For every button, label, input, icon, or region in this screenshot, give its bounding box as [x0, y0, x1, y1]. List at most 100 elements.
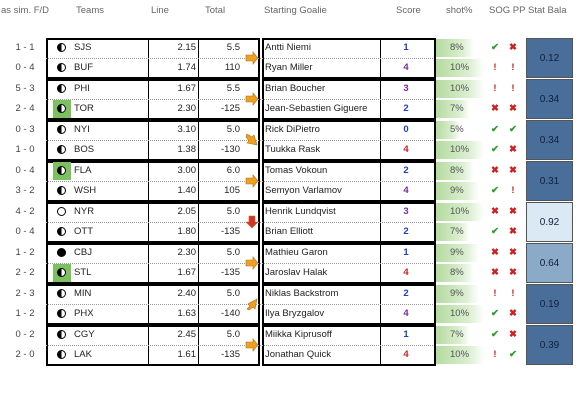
goalie-name[interactable]: Ilya Bryzgalov [265, 308, 325, 319]
moneyline[interactable]: 1.61 [177, 349, 197, 360]
goalie-name[interactable]: Niklas Backstrom [265, 288, 339, 299]
sim-record[interactable]: 2 - 4 [15, 103, 35, 114]
score-value[interactable]: 1 [403, 329, 409, 340]
total-value[interactable]: 5.5 [226, 42, 240, 53]
goalie-name[interactable]: Miikka Kiprusoff [265, 329, 332, 340]
goalie-name[interactable]: Semyon Varlamov [265, 185, 342, 196]
team-name[interactable]: OTT [74, 226, 93, 237]
score-value[interactable]: 4 [403, 185, 409, 196]
moneyline[interactable]: 1.63 [177, 308, 197, 319]
shot-percent[interactable]: 8% [450, 165, 464, 176]
goalie-name[interactable]: Jean-Sebastien Giguere [265, 103, 368, 114]
team-name[interactable]: FLA [74, 165, 92, 176]
moneyline[interactable]: 1.67 [177, 83, 197, 94]
moneyline[interactable]: 1.74 [177, 62, 197, 73]
total-value[interactable]: -135 [220, 267, 240, 278]
header-goalie[interactable]: Starting Goalie [264, 5, 327, 16]
moneyline[interactable]: 3.00 [177, 165, 197, 176]
score-value[interactable]: 2 [403, 288, 409, 299]
sim-record[interactable]: 2 - 0 [15, 349, 35, 360]
moneyline[interactable]: 2.05 [177, 206, 197, 217]
score-value[interactable]: 3 [403, 83, 409, 94]
sim-record[interactable]: 1 - 0 [15, 144, 35, 155]
goalie-name[interactable]: Rick DiPietro [265, 124, 320, 135]
stat-balance-cell[interactable]: 0.92 [526, 202, 573, 242]
score-value[interactable]: 1 [403, 247, 409, 258]
total-value[interactable]: 5.0 [226, 288, 240, 299]
stat-balance-cell[interactable]: 0.39 [526, 325, 573, 365]
team-name[interactable]: NYI [74, 124, 90, 135]
shot-percent[interactable]: 8% [450, 267, 464, 278]
team-name[interactable]: MIN [74, 288, 92, 299]
moneyline[interactable]: 2.30 [177, 103, 197, 114]
team-name[interactable]: BOS [74, 144, 95, 155]
shot-percent[interactable]: 9% [450, 247, 464, 258]
total-value[interactable]: -135 [220, 226, 240, 237]
goalie-name[interactable]: Tuukka Rask [265, 144, 321, 155]
shot-percent[interactable]: 10% [450, 308, 470, 319]
moneyline[interactable]: 1.40 [177, 185, 197, 196]
score-value[interactable]: 4 [403, 267, 409, 278]
shot-percent[interactable]: 8% [450, 42, 464, 53]
goalie-name[interactable]: Antti Niemi [265, 42, 311, 53]
moneyline[interactable]: 2.15 [177, 42, 197, 53]
sim-record[interactable]: 4 - 2 [15, 206, 35, 217]
header-sog-pp[interactable]: SOG PP [489, 5, 526, 16]
score-value[interactable]: 2 [403, 226, 409, 237]
total-value[interactable]: -130 [220, 144, 240, 155]
team-name[interactable]: BUF [74, 62, 93, 73]
total-value[interactable]: 105 [224, 185, 240, 196]
sim-record[interactable]: 0 - 4 [15, 226, 35, 237]
team-name[interactable]: WSH [74, 185, 97, 196]
shot-percent[interactable]: 9% [450, 185, 464, 196]
shot-percent[interactable]: 10% [450, 144, 470, 155]
score-value[interactable]: 4 [403, 62, 409, 73]
header-teams[interactable]: Teams [76, 5, 104, 16]
total-value[interactable]: 5.0 [226, 247, 240, 258]
stat-balance-cell[interactable]: 0.12 [526, 38, 573, 78]
score-value[interactable]: 3 [403, 206, 409, 217]
goalie-name[interactable]: Brian Boucher [265, 83, 326, 94]
goalie-name[interactable]: Ryan Miller [265, 62, 313, 73]
shot-percent[interactable]: 7% [450, 103, 464, 114]
goalie-name[interactable]: Henrik Lundqvist [265, 206, 336, 217]
goalie-name[interactable]: Jaroslav Halak [265, 267, 328, 278]
shot-percent[interactable]: 7% [450, 329, 464, 340]
stat-balance-cell[interactable]: 0.64 [526, 243, 573, 283]
total-value[interactable]: 6.0 [226, 165, 240, 176]
sim-record[interactable]: 5 - 3 [15, 83, 35, 94]
goalie-name[interactable]: Jonathan Quick [265, 349, 332, 360]
header-line[interactable]: Line [151, 5, 169, 16]
shot-percent[interactable]: 10% [450, 206, 470, 217]
moneyline[interactable]: 1.67 [177, 267, 197, 278]
sim-record[interactable]: 1 - 1 [15, 42, 35, 53]
stat-balance-cell[interactable]: 0.34 [526, 79, 573, 119]
score-value[interactable]: 0 [403, 124, 409, 135]
header-score[interactable]: Score [396, 5, 421, 16]
total-value[interactable]: -140 [220, 308, 240, 319]
stat-balance-cell[interactable]: 0.34 [526, 120, 573, 160]
header-stat[interactable]: Stat Bala [528, 5, 567, 16]
total-value[interactable]: 5.5 [226, 83, 240, 94]
header-sim[interactable]: as sim. F/D [1, 5, 50, 16]
stat-balance-cell[interactable]: 0.19 [526, 284, 573, 324]
team-name[interactable]: NYR [74, 206, 95, 217]
team-name[interactable]: LAK [74, 349, 92, 360]
shot-percent[interactable]: 10% [450, 62, 470, 73]
moneyline[interactable]: 1.38 [177, 144, 197, 155]
moneyline[interactable]: 2.45 [177, 329, 197, 340]
sim-record[interactable]: 2 - 2 [15, 267, 35, 278]
total-value[interactable]: 5.0 [226, 329, 240, 340]
moneyline[interactable]: 2.40 [177, 288, 197, 299]
score-value[interactable]: 4 [403, 308, 409, 319]
goalie-name[interactable]: Tomas Vokoun [265, 165, 328, 176]
team-name[interactable]: CGY [74, 329, 95, 340]
score-value[interactable]: 1 [403, 42, 409, 53]
score-value[interactable]: 4 [403, 349, 409, 360]
team-name[interactable]: PHX [74, 308, 94, 319]
total-value[interactable]: -135 [220, 349, 240, 360]
sim-record[interactable]: 1 - 2 [15, 308, 35, 319]
total-value[interactable]: -125 [220, 103, 240, 114]
goalie-name[interactable]: Mathieu Garon [265, 247, 328, 258]
moneyline[interactable]: 3.10 [177, 124, 197, 135]
